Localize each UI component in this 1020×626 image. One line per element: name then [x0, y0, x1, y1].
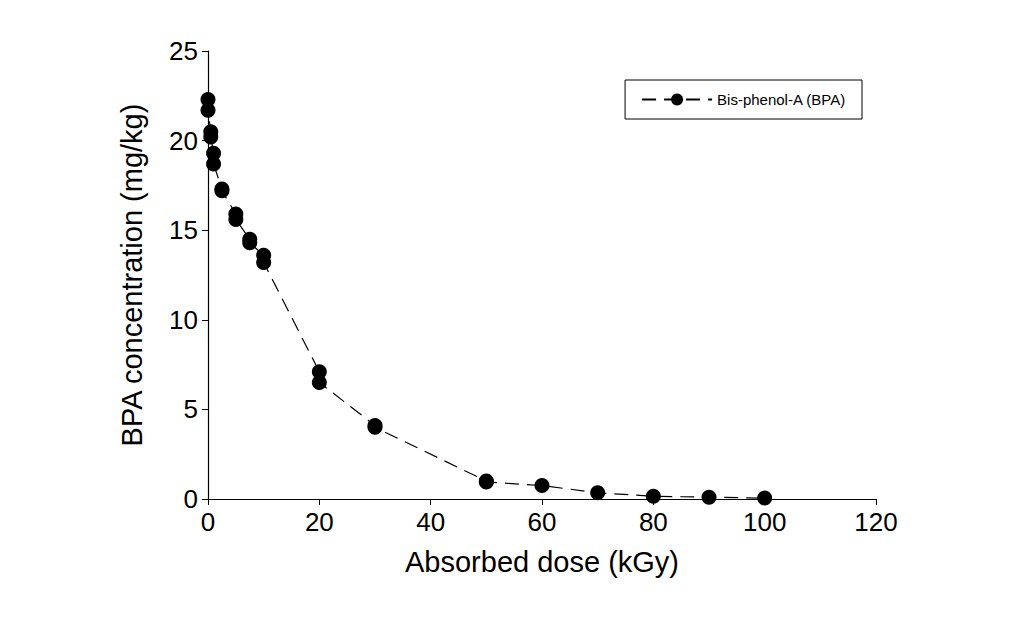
svg-text:80: 80	[639, 507, 668, 537]
svg-text:0: 0	[201, 507, 215, 537]
svg-text:40: 40	[416, 507, 445, 537]
svg-text:15: 15	[169, 215, 198, 245]
svg-text:20: 20	[169, 126, 198, 156]
svg-text:25: 25	[169, 36, 198, 66]
svg-text:BPA concentration (mg/kg): BPA concentration (mg/kg)	[116, 104, 148, 447]
svg-text:100: 100	[743, 507, 786, 537]
svg-text:60: 60	[528, 507, 557, 537]
svg-text:0: 0	[184, 484, 198, 514]
svg-text:Bis-phenol-A (BPA): Bis-phenol-A (BPA)	[717, 91, 845, 108]
svg-text:120: 120	[854, 507, 897, 537]
svg-text:Absorbed dose (kGy): Absorbed dose (kGy)	[405, 546, 679, 578]
svg-text:5: 5	[184, 394, 198, 424]
svg-text:10: 10	[169, 305, 198, 335]
svg-text:20: 20	[305, 507, 334, 537]
